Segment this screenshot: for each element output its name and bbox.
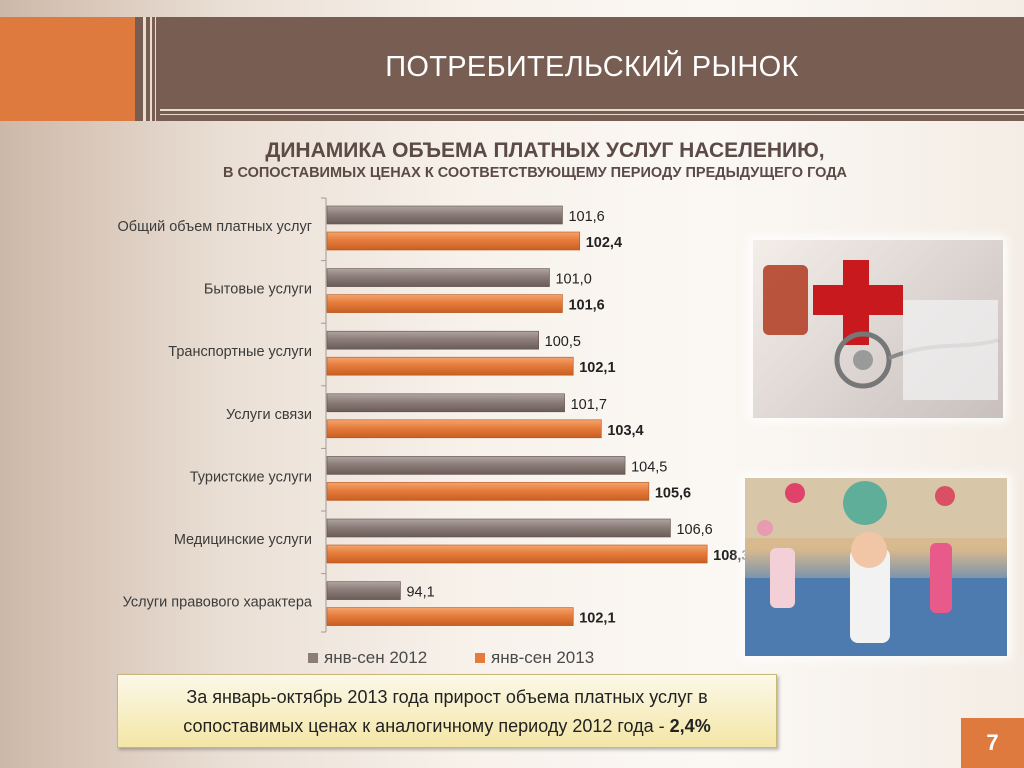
header-underline <box>160 109 1024 111</box>
category-label: Общий объем платных услуг <box>118 219 313 235</box>
data-label-2012: 100,5 <box>545 334 581 350</box>
chart-title: ДИНАМИКА ОБЪЕМА ПЛАТНЫХ УСЛУГ НАСЕЛЕНИЮ, <box>265 139 825 162</box>
data-label-2012: 101,7 <box>571 397 607 413</box>
bar-2012 <box>326 330 539 350</box>
legend-item-2013: янв-сен 2013 <box>475 648 594 668</box>
bar-2012 <box>326 393 565 413</box>
category-label: Услуги правового характера <box>123 595 313 611</box>
bar-2012 <box>326 205 563 225</box>
data-label-2013: 105,6 <box>655 485 691 501</box>
bar-2012 <box>326 268 550 287</box>
page-number: 7 <box>961 718 1024 768</box>
note-line-1: За январь-октябрь 2013 года прирост объе… <box>186 687 708 707</box>
bar-2013 <box>326 482 650 501</box>
header-underline <box>160 114 1024 115</box>
children-exercising-photo <box>745 478 1007 656</box>
header-divider <box>150 17 152 121</box>
chart-subtitle: В СОПОСТАВИМЫХ ЦЕНАХ К СООТВЕТСТВУЮЩЕМУ … <box>222 165 848 181</box>
legend-label: янв-сен 2012 <box>324 648 428 667</box>
data-label-2013: 103,4 <box>607 423 643 439</box>
bar-2013 <box>326 356 574 376</box>
category-label: Транспортные услуги <box>168 344 312 360</box>
summary-note: За январь-октябрь 2013 года прирост объе… <box>117 674 777 748</box>
header-accent-block <box>0 17 135 121</box>
page-title: ПОТРЕБИТЕЛЬСКИЙ РЫНОК <box>385 51 799 83</box>
data-label-2012: 101,0 <box>555 272 591 288</box>
header-divider <box>155 17 156 121</box>
bar-2013 <box>326 294 563 313</box>
legend-swatch <box>308 653 318 663</box>
note-line-2: сопоставимых ценах к аналогичному период… <box>118 712 776 741</box>
bar-2013 <box>326 419 602 439</box>
data-label-2012: 94,1 <box>406 585 434 601</box>
data-label-2012: 106,6 <box>676 522 712 538</box>
legend-swatch <box>475 653 485 663</box>
bar-2012 <box>326 581 401 600</box>
bar-2013 <box>326 544 708 564</box>
legend-label: янв-сен 2013 <box>491 648 595 667</box>
note-line-2-text: сопоставимых ценах к аналогичному период… <box>183 716 670 736</box>
header-divider <box>143 17 146 121</box>
data-label-2012: 101,6 <box>568 209 604 225</box>
note-highlight-value: 2,4% <box>669 716 711 736</box>
bar-2013 <box>326 231 581 251</box>
header-bar: ПОТРЕБИТЕЛЬСКИЙ РЫНОК <box>0 17 1024 121</box>
data-label-2013: 102,1 <box>579 360 615 376</box>
data-label-2012: 104,5 <box>631 459 667 475</box>
bar-2012 <box>326 456 626 475</box>
category-label: Услуги связи <box>226 407 312 423</box>
category-label: Бытовые услуги <box>204 282 312 298</box>
category-label: Туристские услуги <box>190 469 312 485</box>
data-label-2013: 108,3 <box>713 548 749 564</box>
data-label-2013: 101,6 <box>568 298 604 314</box>
legend-item-2012: янв-сен 2012 <box>308 648 427 668</box>
bar-2013 <box>326 607 574 626</box>
bar-2012 <box>326 518 671 538</box>
data-label-2013: 102,4 <box>586 235 622 251</box>
medical-supplies-photo <box>753 240 1003 418</box>
category-label: Медицинские услуги <box>174 532 312 548</box>
data-label-2013: 102,1 <box>579 611 615 627</box>
